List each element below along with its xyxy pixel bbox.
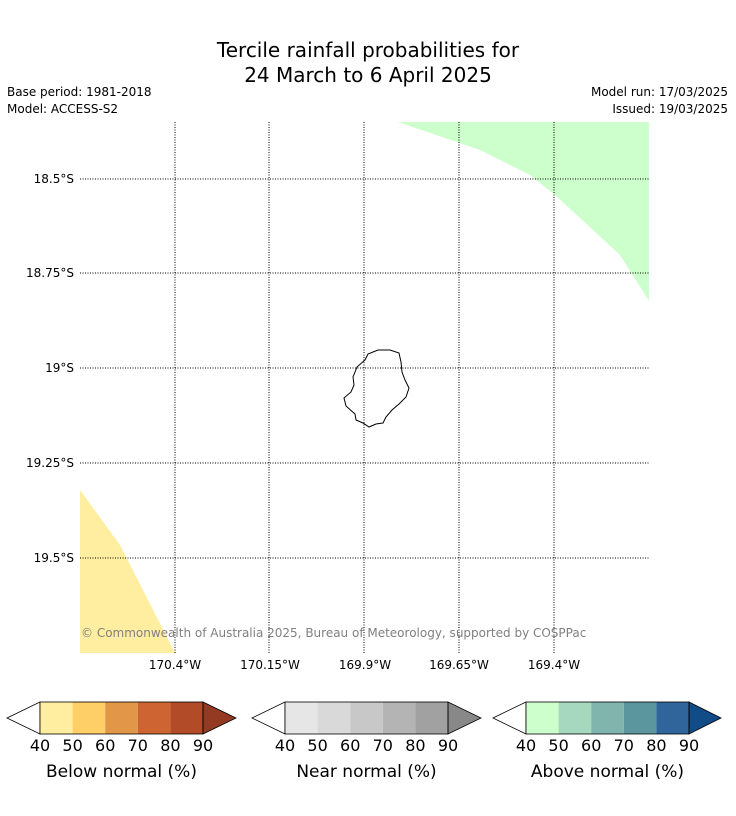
colorbar-segment — [137, 702, 171, 734]
colorbar-tick-label: 90 — [192, 736, 214, 755]
map-title: Tercile rainfall probabilities for 24 Ma… — [0, 38, 736, 88]
colorbar-tick-label: 80 — [405, 736, 426, 755]
above-normal-region — [398, 122, 649, 301]
copyright-notice: © Commonwealth of Australia 2025, Bureau… — [81, 626, 587, 640]
colorbar-segment — [591, 702, 624, 734]
title-line-1: Tercile rainfall probabilities for — [216, 38, 520, 62]
colorbar-tick-label: 70 — [372, 736, 393, 755]
colorbar-segment — [40, 702, 73, 734]
colorbar-outline — [525, 701, 690, 735]
lon-label: 169.4°W — [527, 658, 581, 672]
issued-text: Issued: 19/03/2025 — [612, 102, 728, 116]
meta-right: Model run: 17/03/2025 Issued: 19/03/2025 — [591, 84, 728, 118]
lon-label: 169.65°W — [429, 658, 489, 672]
colorbar-segment — [105, 702, 138, 734]
meta-left: Base period: 1981-2018 Model: ACCESS-S2 — [7, 84, 152, 118]
lat-label: 19.5°S — [33, 551, 74, 565]
colorbar-segment — [317, 702, 351, 734]
model-text: Model: ACCESS-S2 — [7, 102, 119, 116]
colorbar-tick-label: 50 — [307, 736, 328, 755]
model-run-text: Model run: 17/03/2025 — [590, 85, 728, 99]
colorbar-tick-label: 80 — [646, 736, 667, 755]
colorbar-segment — [72, 702, 106, 734]
colorbar-segment — [415, 702, 448, 734]
colorbar-tick-label: 60 — [581, 736, 602, 755]
colorbar-tick-label: 50 — [62, 736, 83, 755]
colorbar-segment — [285, 702, 318, 734]
colorbar-tick-label: 50 — [548, 736, 569, 755]
lon-label: 169.9°W — [338, 658, 392, 672]
colorbar-outline — [39, 701, 204, 735]
colorbar-title: Near normal (%) — [296, 762, 437, 782]
colorbar-segment — [170, 702, 203, 734]
lat-label: 19°S — [45, 361, 74, 375]
colorbar-tick-label: 40 — [274, 736, 296, 755]
lon-label: 170.15°W — [240, 658, 300, 672]
island-outline — [343, 349, 410, 428]
colorbar-tick-label: 70 — [127, 736, 148, 755]
lat-label: 19.25°S — [26, 456, 74, 470]
colorbar-max-triangle — [688, 701, 722, 735]
colorbar-tick-label: 90 — [437, 736, 459, 755]
colorbar-min-triangle — [492, 701, 527, 735]
base-period-text: Base period: 1981-2018 — [7, 85, 152, 99]
lat-label: 18.5°S — [33, 172, 74, 186]
lat-label: 18.75°S — [26, 266, 74, 280]
colorbar-segment — [656, 702, 689, 734]
below-normal-region — [80, 490, 175, 653]
colorbar-title: Below normal (%) — [46, 762, 197, 782]
graticule — [80, 122, 649, 653]
colorbar-tick-label: 80 — [160, 736, 181, 755]
colorbar-tick-label: 40 — [29, 736, 51, 755]
colorbar-tick-label: 60 — [95, 736, 116, 755]
colorbar-segment — [623, 702, 657, 734]
colorbar-segment — [558, 702, 592, 734]
colorbar-segment — [526, 702, 559, 734]
colorbar-tick-label: 70 — [613, 736, 634, 755]
colorbar-title: Above normal (%) — [530, 762, 685, 782]
colorbar-segment — [350, 702, 383, 734]
colorbar-tick-label: 90 — [678, 736, 700, 755]
colorbar-segment — [382, 702, 416, 734]
colorbar-outline — [284, 701, 449, 735]
colorbar-tick-label: 40 — [515, 736, 537, 755]
colorbar-tick-label: 60 — [340, 736, 361, 755]
title-line-2: 24 March to 6 April 2025 — [244, 63, 492, 87]
lon-label: 170.4°W — [148, 658, 202, 672]
